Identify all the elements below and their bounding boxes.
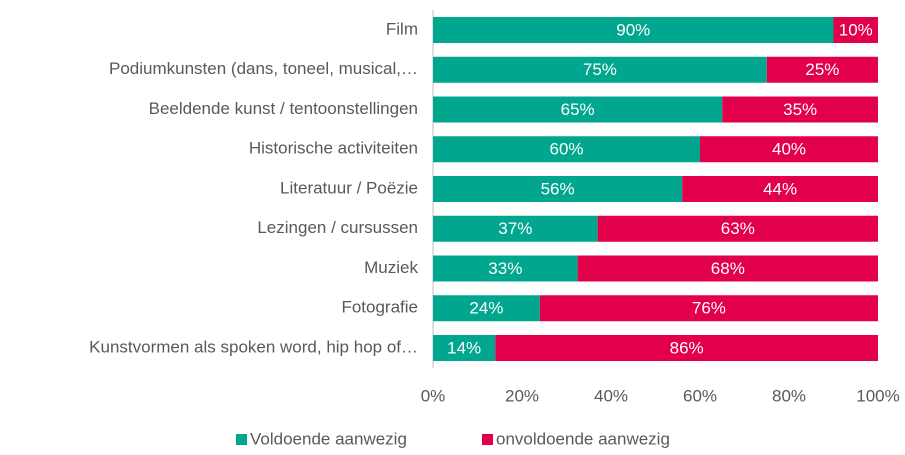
value-label: 56%	[541, 179, 575, 198]
bar-segment	[433, 96, 723, 123]
bar-segment	[577, 255, 878, 282]
category-label: Lezingen / cursussen	[257, 218, 418, 237]
bar-segment	[597, 215, 878, 242]
legend-label: Voldoende aanwezig	[250, 429, 407, 448]
category-label: Muziek	[364, 258, 418, 277]
category-label: Fotografie	[341, 298, 418, 317]
bar-segment	[722, 96, 878, 123]
value-label: 60%	[549, 140, 583, 159]
value-label: 76%	[692, 299, 726, 318]
bar-segment	[433, 295, 540, 322]
bar-segment	[433, 56, 767, 83]
bar-segment	[433, 17, 834, 43]
value-label: 24%	[469, 299, 503, 318]
value-label: 86%	[670, 338, 704, 357]
bar-segment	[700, 136, 878, 163]
category-label: Literatuur / Poëzie	[280, 178, 418, 197]
x-tick-label: 40%	[594, 386, 628, 405]
value-label: 35%	[783, 100, 817, 119]
value-label: 44%	[763, 179, 797, 198]
bar-segment	[433, 255, 578, 282]
value-label: 90%	[616, 20, 650, 39]
value-label: 37%	[498, 219, 532, 238]
legend-swatch	[236, 434, 247, 445]
value-label: 10%	[839, 20, 873, 39]
value-label: 33%	[488, 259, 522, 278]
value-label: 25%	[805, 60, 839, 79]
bar-segment	[433, 176, 683, 202]
bar-segment	[433, 136, 700, 163]
value-label: 63%	[721, 219, 755, 238]
bar-segment	[539, 295, 878, 322]
category-label: Film	[386, 19, 418, 38]
category-label: Beeldende kunst / tentoonstellingen	[149, 99, 418, 118]
x-tick-label: 20%	[505, 386, 539, 405]
bar-segment	[833, 17, 878, 43]
category-label: Kunstvormen als spoken word, hip hop of…	[89, 337, 418, 356]
value-label: 68%	[711, 259, 745, 278]
value-label: 14%	[447, 338, 481, 357]
category-label: Podiumkunsten (dans, toneel, musical,…	[109, 59, 418, 78]
legend-swatch	[482, 434, 493, 445]
x-tick-label: 0%	[421, 386, 446, 405]
bar-segment	[495, 335, 878, 361]
x-tick-label: 100%	[856, 386, 899, 405]
bar-segment	[433, 335, 496, 361]
value-label: 75%	[583, 60, 617, 79]
category-label: Historische activiteiten	[249, 139, 418, 158]
legend-label: onvoldoende aanwezig	[496, 429, 670, 448]
bar-segment	[433, 215, 598, 242]
bar-segment	[682, 176, 878, 202]
value-label: 40%	[772, 140, 806, 159]
value-label: 65%	[561, 100, 595, 119]
x-tick-label: 80%	[772, 386, 806, 405]
x-tick-label: 60%	[683, 386, 717, 405]
bar-segment	[766, 56, 878, 83]
